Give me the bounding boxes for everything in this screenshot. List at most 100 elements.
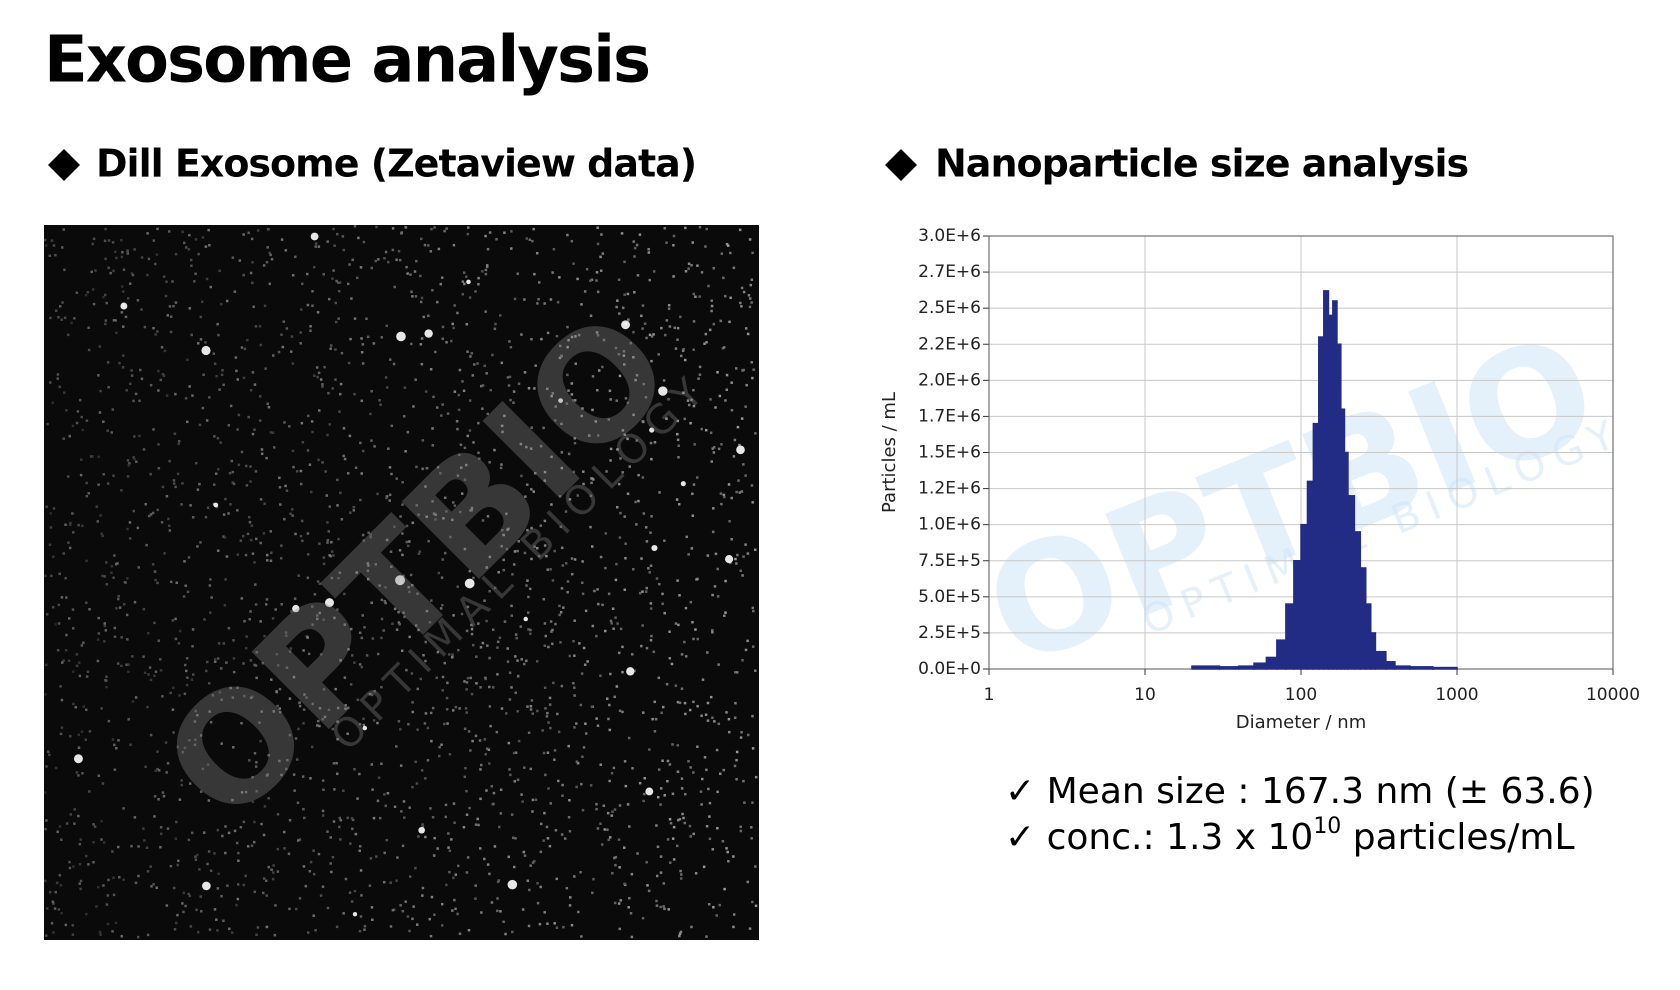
noise — [45, 934, 48, 937]
noise — [656, 795, 660, 799]
noise — [705, 340, 708, 344]
noise — [398, 549, 402, 552]
noise — [126, 249, 129, 252]
noise — [462, 825, 466, 829]
noise — [668, 325, 672, 328]
noise — [696, 577, 699, 581]
noise — [458, 510, 462, 514]
noise — [444, 803, 448, 807]
noise — [493, 448, 496, 452]
noise — [543, 479, 547, 482]
noise — [185, 683, 189, 687]
noise — [494, 322, 497, 326]
noise — [140, 308, 143, 311]
noise — [679, 869, 682, 873]
noise — [270, 551, 273, 555]
noise — [60, 838, 63, 841]
noise — [283, 847, 286, 850]
noise — [311, 430, 314, 434]
noise — [321, 779, 325, 782]
noise — [628, 465, 631, 468]
noise — [412, 405, 415, 408]
noise — [194, 238, 198, 241]
noise — [64, 923, 68, 927]
noise — [686, 399, 690, 402]
noise — [529, 447, 533, 450]
noise — [727, 717, 731, 721]
noise — [248, 617, 251, 621]
noise — [510, 230, 513, 233]
noise — [668, 861, 672, 864]
noise — [326, 830, 329, 833]
noise — [327, 530, 331, 533]
noise — [221, 834, 224, 838]
noise — [404, 450, 407, 453]
noise — [417, 628, 420, 632]
noise — [561, 794, 564, 797]
noise — [92, 237, 96, 241]
noise — [720, 252, 724, 255]
noise — [582, 470, 585, 473]
noise — [505, 547, 509, 551]
noise — [176, 472, 180, 476]
noise — [237, 851, 240, 855]
noise — [78, 842, 82, 846]
noise — [675, 844, 679, 848]
noise — [619, 511, 622, 515]
noise — [740, 305, 743, 308]
noise — [244, 553, 248, 557]
noise — [350, 900, 354, 903]
noise — [302, 722, 305, 725]
noise — [452, 876, 455, 880]
particle — [424, 329, 433, 338]
noise — [512, 390, 516, 393]
noise — [140, 256, 144, 259]
noise — [289, 647, 293, 650]
noise — [275, 652, 279, 656]
noise — [488, 656, 491, 660]
noise — [111, 241, 115, 244]
noise — [328, 554, 331, 557]
noise — [316, 580, 320, 583]
noise — [735, 777, 738, 781]
noise — [99, 933, 102, 936]
noise — [255, 676, 258, 680]
noise — [461, 380, 464, 383]
noise — [165, 771, 168, 774]
noise — [562, 925, 565, 929]
noise — [272, 864, 275, 867]
noise — [595, 634, 598, 638]
noise — [589, 525, 592, 529]
noise — [107, 266, 110, 270]
noise — [306, 449, 310, 452]
noise — [748, 238, 752, 241]
noise — [266, 402, 269, 406]
noise — [712, 905, 715, 909]
noise — [195, 853, 199, 857]
noise — [568, 896, 572, 899]
noise — [199, 895, 202, 898]
noise — [452, 614, 455, 617]
noise — [155, 253, 159, 256]
noise — [105, 583, 109, 586]
noise — [461, 292, 465, 296]
noise — [351, 818, 355, 822]
noise — [322, 788, 325, 792]
noise — [540, 337, 543, 341]
noise — [474, 897, 477, 900]
noise — [104, 322, 107, 326]
noise — [384, 250, 388, 254]
noise — [519, 442, 523, 446]
noise — [682, 391, 685, 395]
noise — [677, 455, 680, 459]
noise — [58, 305, 62, 308]
noise — [560, 684, 564, 688]
noise — [356, 797, 359, 800]
noise — [96, 659, 100, 663]
noise — [280, 544, 283, 547]
noise — [50, 574, 53, 578]
noise — [420, 769, 424, 772]
noise — [579, 703, 583, 707]
noise — [125, 663, 128, 667]
noise — [299, 482, 303, 486]
